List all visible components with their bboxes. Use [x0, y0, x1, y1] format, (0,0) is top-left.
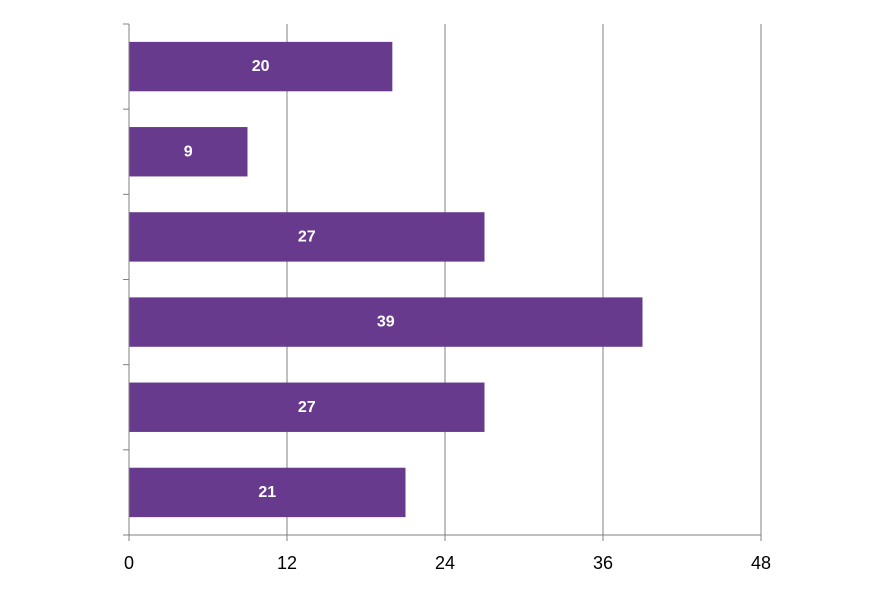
x-tick-label-0: 0 — [124, 553, 134, 573]
axes — [123, 23, 762, 541]
bar-0 — [129, 41, 393, 92]
data-label-3: 39 — [377, 314, 395, 331]
data-label-4: 27 — [298, 399, 316, 416]
bar-3 — [129, 297, 643, 347]
bar-2 — [129, 212, 485, 262]
bar-4 — [129, 382, 485, 432]
bar-5 — [129, 467, 406, 518]
x-tick-label-3: 36 — [593, 553, 613, 573]
x-tick-label-4: 48 — [751, 553, 771, 573]
bars — [129, 41, 643, 518]
data-label-0: 20 — [252, 58, 270, 75]
data-label-1: 9 — [184, 143, 193, 160]
x-tick-label-1: 12 — [277, 553, 297, 573]
bar-1 — [129, 127, 248, 177]
data-label-5: 21 — [258, 484, 276, 501]
gridlines — [286, 24, 762, 535]
data-label-2: 27 — [298, 228, 316, 245]
labels: 20 9 27 39 27 21 0 12 24 36 48 — [124, 58, 771, 573]
x-tick-label-2: 24 — [435, 553, 455, 573]
